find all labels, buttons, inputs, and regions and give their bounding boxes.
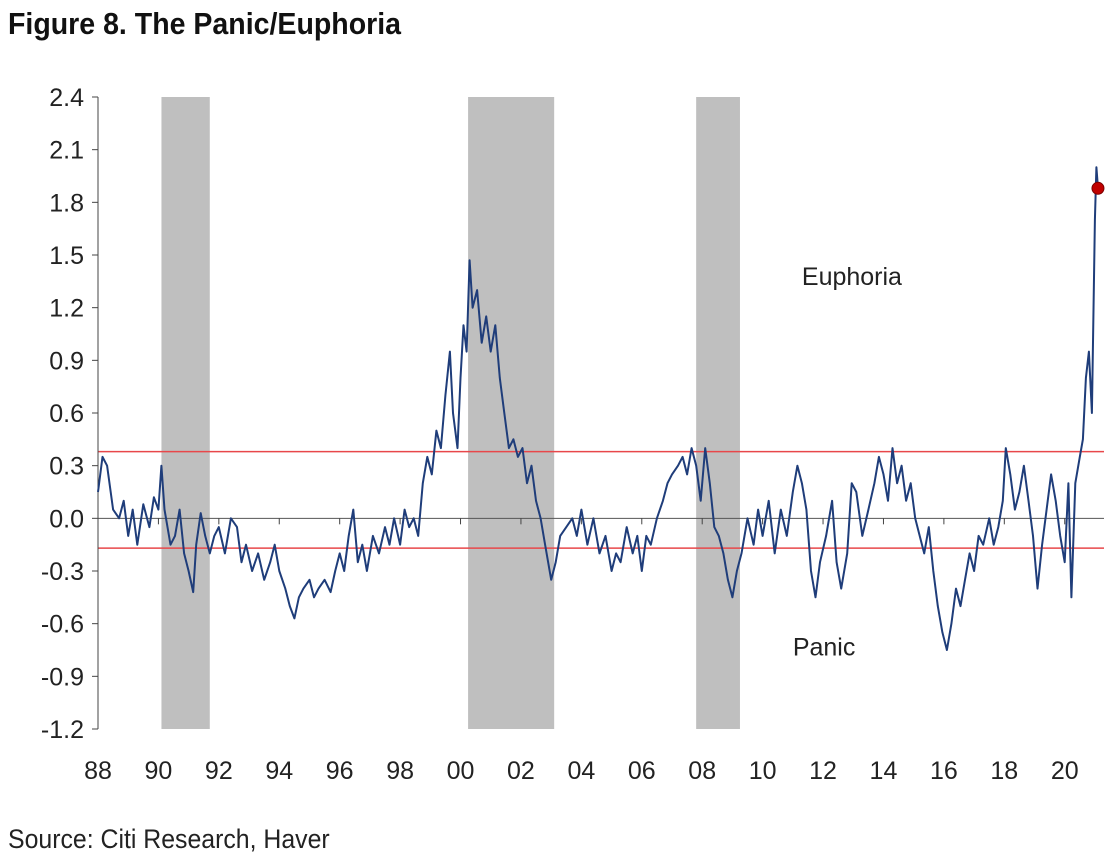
chart-title: Figure 8. The Panic/Euphoria: [8, 6, 402, 41]
x-tick-label: 06: [628, 757, 656, 785]
x-tick-label: 94: [265, 757, 293, 785]
y-tick-label: 2.1: [49, 137, 84, 165]
y-tick-label: 0.3: [49, 453, 84, 481]
x-tick-label: 10: [749, 757, 777, 785]
y-tick-label: 1.8: [49, 189, 84, 217]
y-tick-label: -0.3: [41, 558, 84, 586]
panic-label: Panic: [793, 633, 856, 661]
x-tick-label: 20: [1051, 757, 1079, 785]
euphoria-label: Euphoria: [802, 263, 902, 291]
y-tick-label: 0.0: [49, 505, 84, 533]
y-tick-label: 0.9: [49, 347, 84, 375]
reference-lines: [98, 450, 1104, 549]
x-tick-label: 00: [447, 757, 475, 785]
y-tick-label: -0.6: [41, 611, 84, 639]
x-tick-label: 16: [930, 757, 958, 785]
x-tick-label: 98: [386, 757, 414, 785]
x-tick-label: 96: [326, 757, 354, 785]
y-tick-label: 0.6: [49, 400, 84, 428]
y-tick-label: 1.2: [49, 295, 84, 323]
x-tick-label: 02: [507, 757, 535, 785]
x-tick-label: 08: [688, 757, 716, 785]
source-note: Source: Citi Research, Haver: [8, 824, 330, 854]
x-tick-label: 90: [145, 757, 173, 785]
last-value-marker: [1091, 181, 1105, 195]
recession-band-2: [468, 97, 555, 729]
recession-band-1: [161, 97, 210, 729]
y-tick-label: -0.9: [41, 663, 84, 691]
y-tick-label: 2.4: [49, 84, 84, 112]
recession-band-3: [696, 97, 740, 729]
x-tick-label: 88: [84, 757, 112, 785]
series-line-1: [97, 166, 1099, 651]
x-tick-label: 12: [809, 757, 837, 785]
data-series: [97, 166, 1105, 651]
recession-bands: [161, 97, 740, 729]
chart-axes: 2.4 2.1 1.8 1.5 1.2 0.9 0.6 0.3 0.0 -0.3 -0.6 -0.9 -…: [41, 84, 1079, 785]
y-tick-label: 1.5: [49, 242, 84, 270]
x-tick-label: 14: [870, 757, 898, 785]
x-tick-label: 04: [567, 757, 595, 785]
x-tick-label: 92: [205, 757, 233, 785]
y-tick-label: -1.2: [41, 716, 84, 744]
annotations: Euphoria Panic: [793, 263, 902, 661]
x-tick-label: 18: [990, 757, 1018, 785]
